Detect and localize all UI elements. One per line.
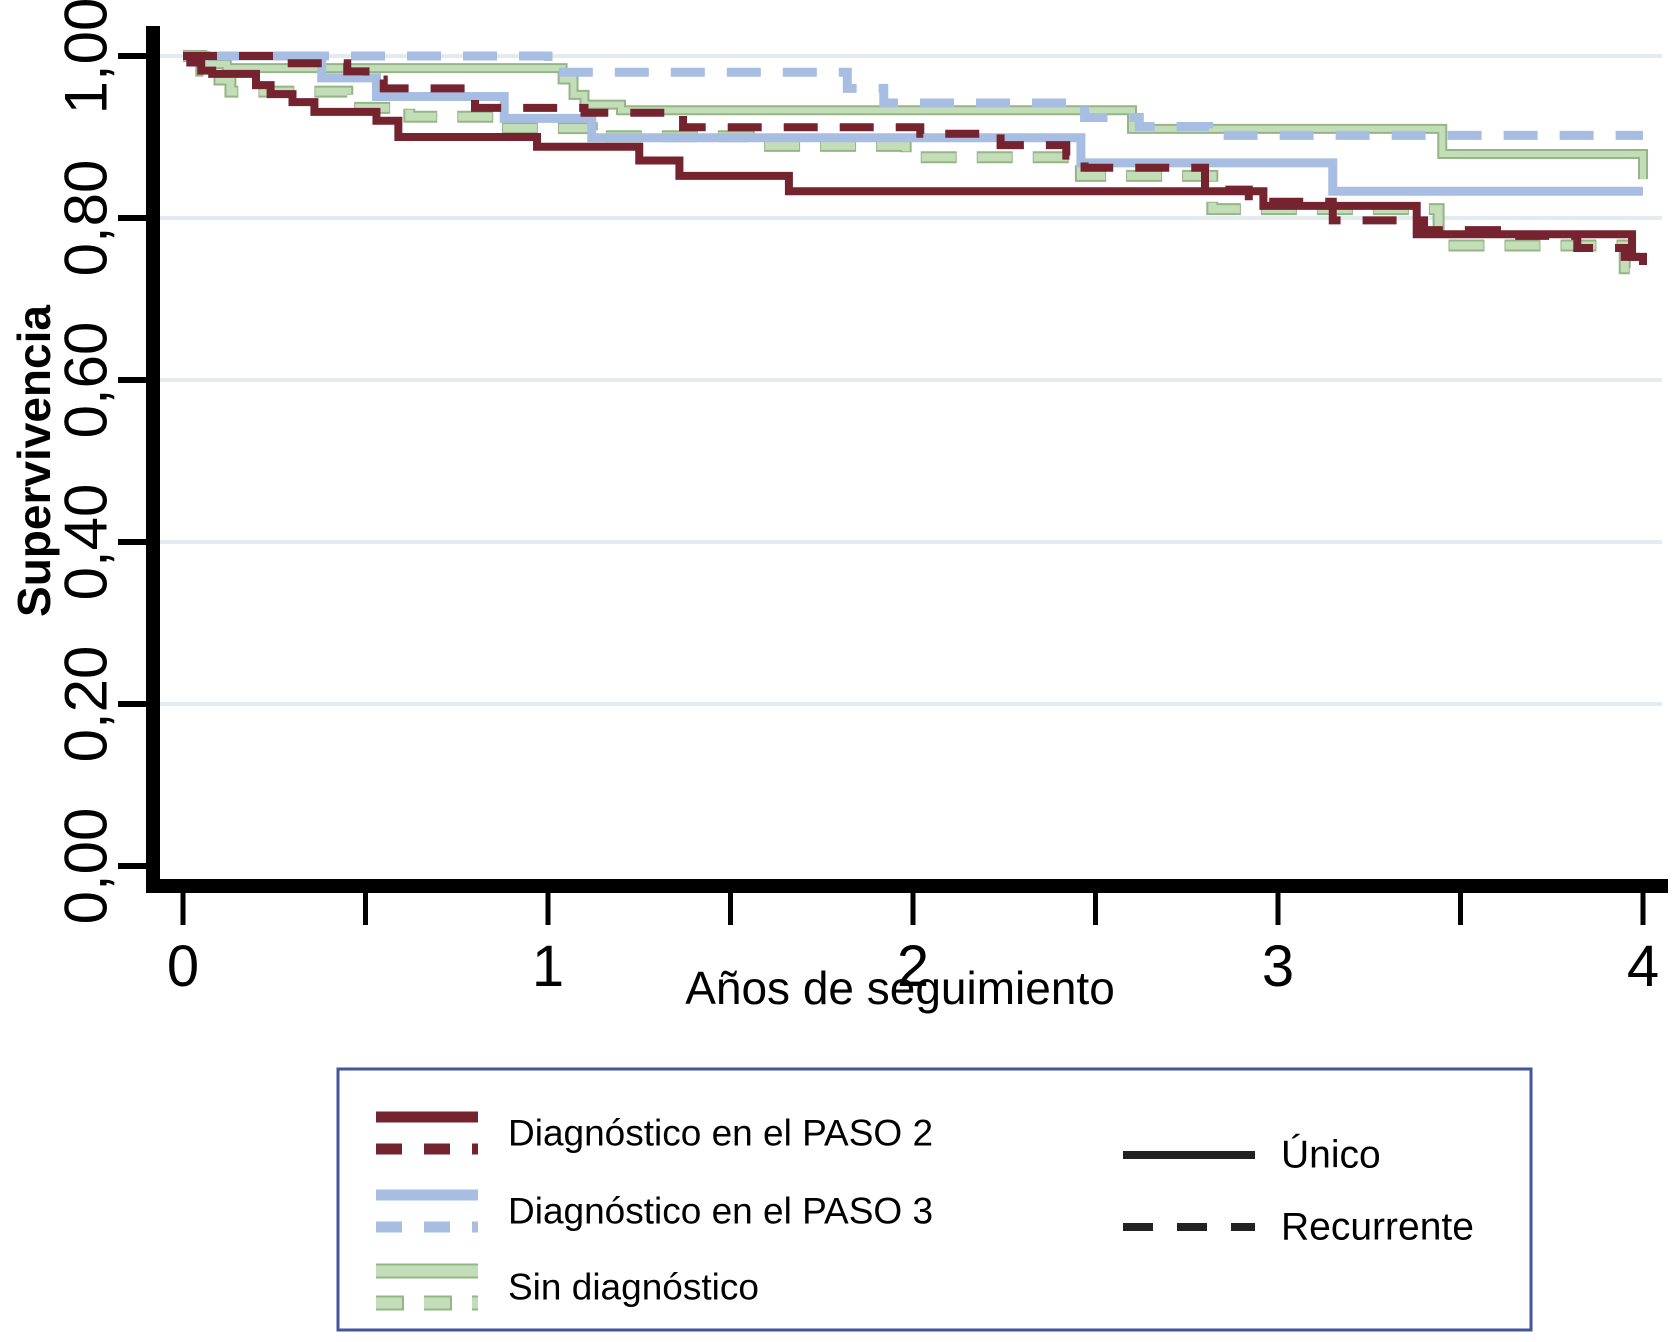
y-tick-label-3: 0,60 [53,322,120,439]
x-tick-label-1: 1 [532,934,564,999]
y-axis-line [146,26,160,893]
series-5-solid [183,52,1647,265]
legend-label-group-0: Diagnóstico en el PASO 2 [508,1113,933,1154]
y-tick-label-2: 0,40 [53,484,120,601]
y-tick-label-1: 0,20 [53,646,120,763]
legend-label-linetype-0: Único [1281,1134,1381,1177]
x-axis-title: Años de seguimiento [685,962,1115,1014]
x-tick-label-3: 3 [1262,934,1294,999]
series-4-dashed [183,52,1647,261]
series-1-solid [183,53,1646,180]
series-2-dashed [183,51,1643,140]
x-tick-label-4: 4 [1627,934,1659,999]
y-axis-title: Supervivencia [8,305,60,617]
legend-box [336,1067,1533,1332]
legend-label-group-1: Diagnóstico en el PASO 3 [508,1191,933,1232]
legend-label-linetype-1: Recurrente [1281,1206,1474,1249]
x-tick-label-0: 0 [167,934,199,999]
legend-label-group-2: Sin diagnóstico [508,1267,759,1308]
y-tick-label-0: 0,00 [53,808,120,925]
y-tick-label-4: 0,80 [53,160,120,277]
series-0-dashed [183,52,1647,273]
x-tick-label-2: 2 [897,934,929,999]
y-tick-label-5: 1,00 [53,0,120,114]
x-axis-line [146,879,1668,893]
series-3-solid [183,51,1643,196]
